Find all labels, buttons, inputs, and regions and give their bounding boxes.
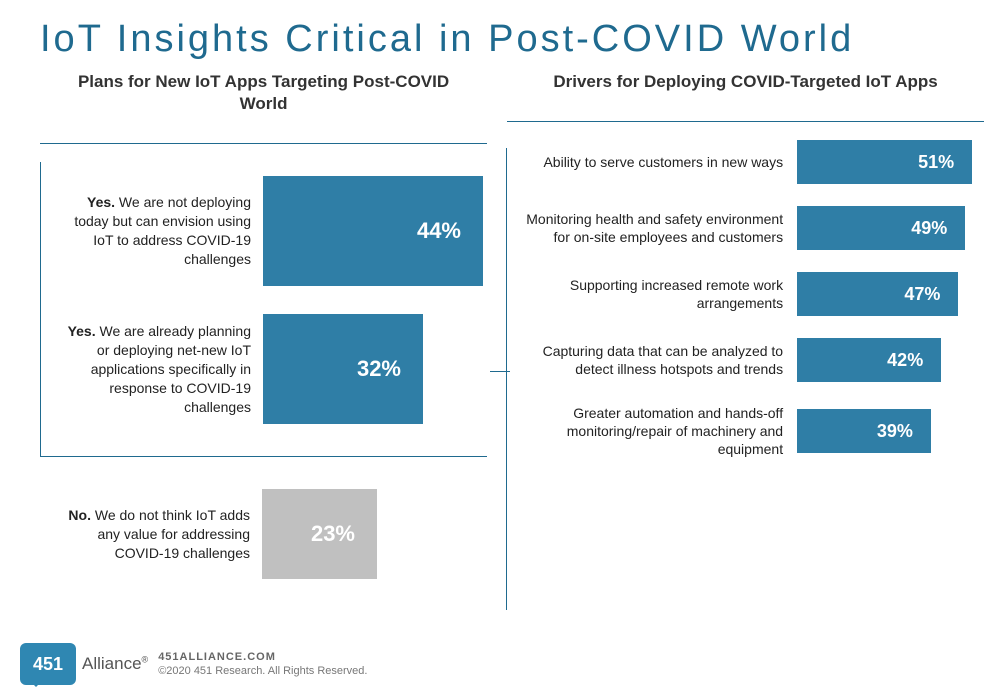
right-bar-label: Monitoring health and safety environment… xyxy=(507,210,797,246)
right-bar: 49% xyxy=(797,206,965,250)
right-bar-row: Monitoring health and safety environment… xyxy=(507,206,984,250)
left-bar-row: No. We do not think IoT adds any value f… xyxy=(40,475,487,593)
logo-badge: 451 xyxy=(20,643,76,685)
left-bar: 44% xyxy=(263,176,483,286)
right-bar-label: Greater automation and hands-off monitor… xyxy=(507,404,797,459)
footer-copyright: ©2020 451 Research. All Rights Reserved. xyxy=(158,664,367,678)
left-chart-title: Plans for New IoT Apps Targeting Post-CO… xyxy=(40,71,487,135)
left-bar: 32% xyxy=(263,314,423,424)
logo: 451 Alliance® xyxy=(20,643,148,685)
left-bar-label: No. We do not think IoT adds any value f… xyxy=(52,506,262,563)
left-chart: Plans for New IoT Apps Targeting Post-CO… xyxy=(40,71,487,593)
left-bar-label: Yes. We are not deploying today but can … xyxy=(53,193,263,269)
left-yes-group: Yes. We are not deploying today but can … xyxy=(40,162,487,457)
left-bar-label: Yes. We are already planning or deployin… xyxy=(53,322,263,416)
right-bar: 42% xyxy=(797,338,941,382)
right-bar-row: Greater automation and hands-off monitor… xyxy=(507,404,984,459)
right-bar: 51% xyxy=(797,140,972,184)
footer-site: 451ALLIANCE.COM xyxy=(158,650,367,664)
left-bar-text: We do not think IoT adds any value for a… xyxy=(91,507,250,561)
right-bar-row: Capturing data that can be analyzed to d… xyxy=(507,338,984,382)
right-bar-row: Supporting increased remote work arrange… xyxy=(507,272,984,316)
right-bar-row: Ability to serve customers in new ways51… xyxy=(507,140,984,184)
right-chart: Drivers for Deploying COVID-Targeted IoT… xyxy=(507,71,984,593)
right-bar-label: Capturing data that can be analyzed to d… xyxy=(507,342,797,378)
footer: 451 Alliance® 451ALLIANCE.COM ©2020 451 … xyxy=(20,643,367,685)
right-bar: 39% xyxy=(797,409,931,453)
right-chart-title: Drivers for Deploying COVID-Targeted IoT… xyxy=(507,71,984,113)
content-area: Plans for New IoT Apps Targeting Post-CO… xyxy=(0,71,1004,593)
left-bar-lead: Yes. xyxy=(68,323,96,339)
left-top-rule xyxy=(40,143,487,144)
left-bar-row: Yes. We are not deploying today but can … xyxy=(41,162,487,300)
left-bar-text: We are already planning or deploying net… xyxy=(91,323,251,415)
left-bar: 23% xyxy=(262,489,377,579)
footer-meta: 451ALLIANCE.COM ©2020 451 Research. All … xyxy=(158,650,367,679)
logo-word: Alliance® xyxy=(82,654,148,674)
left-bar-lead: No. xyxy=(68,507,91,523)
left-bar-lead: Yes. xyxy=(87,194,115,210)
right-bar-label: Ability to serve customers in new ways xyxy=(507,153,797,171)
left-bar-row: Yes. We are already planning or deployin… xyxy=(41,300,487,438)
right-bar-label: Supporting increased remote work arrange… xyxy=(507,276,797,312)
right-top-rule xyxy=(507,121,984,122)
right-bar: 47% xyxy=(797,272,958,316)
main-title: IoT Insights Critical in Post-COVID Worl… xyxy=(0,0,1004,71)
connector-vertical xyxy=(506,148,507,610)
